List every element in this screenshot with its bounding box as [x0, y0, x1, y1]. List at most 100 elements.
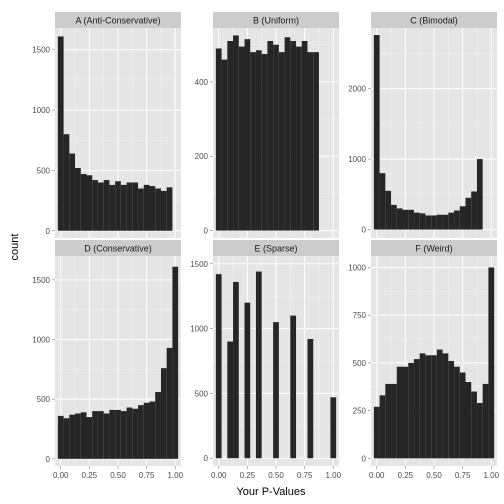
histogram-bar: [80, 174, 87, 231]
histogram-bar: [103, 180, 110, 231]
histogram-bar: [373, 406, 380, 459]
histogram-bar: [465, 197, 472, 230]
y-tick-label: 400: [195, 78, 209, 87]
histogram-bar: [109, 184, 116, 231]
histogram-bar: [97, 182, 104, 231]
x-axis-title: Your P-Values: [236, 486, 306, 498]
x-tick-label: 0.75: [139, 471, 155, 480]
y-tick-label: 1000: [32, 336, 50, 345]
x-tick-label: 1.00: [483, 471, 499, 480]
y-tick-label: 500: [37, 166, 51, 175]
histogram-bar: [63, 134, 70, 231]
y-tick-label: 1000: [190, 325, 208, 334]
facet-strip-label: C (Bimodal): [410, 16, 458, 26]
histogram-bar: [413, 212, 420, 230]
y-tick-label: 500: [353, 359, 367, 368]
histogram-bar: [408, 209, 414, 230]
histogram-bar: [436, 349, 443, 459]
histogram-bar: [155, 188, 161, 231]
histogram-bar: [126, 407, 133, 459]
histogram-bar: [296, 46, 302, 231]
histogram-bar: [233, 35, 239, 231]
y-tick-label: 250: [353, 407, 367, 416]
histogram-bar: [227, 41, 234, 231]
facet-panel: B (Uniform) 0 200 400: [195, 12, 339, 238]
histogram-bar: [379, 395, 386, 459]
histogram-bar: [80, 412, 87, 459]
y-tick-label: 750: [353, 311, 367, 320]
histogram-bar: [57, 36, 64, 231]
histogram-bar: [408, 362, 414, 459]
histogram-bar: [86, 417, 93, 459]
histogram-bar: [172, 266, 179, 459]
histogram-bar: [465, 382, 472, 459]
x-tick-label: 0.50: [426, 471, 442, 480]
y-tick-label: 0: [204, 454, 209, 463]
histogram-bar: [120, 411, 127, 459]
histogram-bar: [166, 187, 173, 231]
histogram-bar: [448, 212, 455, 230]
histogram-bar: [255, 271, 262, 459]
histogram-bar: [391, 383, 397, 459]
histogram-bar: [143, 184, 150, 231]
histogram-bar: [267, 41, 274, 231]
facet-panel: E (Sparse) 0 500 1000 1500 0.00 0.25 0.50 0.75 1.…: [190, 240, 342, 480]
histogram-bar: [284, 37, 291, 231]
histogram-bar: [273, 322, 279, 459]
histogram-bar: [69, 153, 76, 231]
histogram-bar: [373, 35, 380, 230]
facet-panel: A (Anti-Conservative) 0 500 1000 1500: [32, 12, 181, 238]
histogram-bar: [402, 209, 409, 230]
y-tick-label: 0: [362, 454, 367, 463]
histogram-bar: [75, 413, 81, 459]
facet-panel: F (Weird) 0 250 500 750 1000 0.00 0.25 0.50 0.75 1…: [348, 240, 500, 480]
histogram-bar: [313, 52, 319, 231]
histogram-bar: [160, 190, 167, 231]
y-tick-label: 2000: [348, 85, 366, 94]
y-tick-label: 1000: [348, 155, 366, 164]
histogram-bar: [425, 355, 432, 459]
facet-strip-label: E (Sparse): [254, 244, 297, 254]
histogram-bar: [103, 413, 110, 459]
histogram-bar: [278, 52, 285, 231]
histogram-bar: [155, 392, 161, 459]
histogram-bar: [244, 39, 251, 231]
histogram-bar: [290, 315, 297, 459]
histogram-bar: [454, 210, 460, 230]
histogram-bar: [436, 214, 443, 230]
facet-strip: [213, 240, 339, 256]
x-tick-label: 0.25: [82, 471, 98, 480]
histogram-bar: [57, 415, 64, 459]
x-tick-label: 1.00: [167, 471, 183, 480]
histogram-bar: [138, 188, 144, 231]
facet-strip-label: D (Conservative): [84, 244, 152, 254]
histogram-bar: [330, 397, 337, 459]
histogram-bar: [120, 184, 127, 231]
histogram-bar: [63, 418, 70, 459]
facet-strip-label: B (Uniform): [253, 16, 299, 26]
histogram-bar: [255, 50, 262, 231]
histogram-bar: [413, 359, 420, 459]
x-tick-label: 0.25: [240, 471, 256, 480]
histogram-bar: [261, 54, 268, 231]
histogram-bar: [227, 341, 234, 459]
y-tick-label: 500: [37, 395, 51, 404]
facet-strip-label: F (Weird): [415, 244, 452, 254]
histogram-bar: [126, 182, 133, 231]
histogram-bar: [115, 181, 121, 231]
histogram-bar: [69, 414, 76, 459]
x-tick-label: 0.75: [297, 471, 313, 480]
histogram-bar: [379, 173, 386, 230]
histogram-bar: [448, 361, 455, 459]
histogram-bar: [215, 48, 222, 231]
histogram-bar: [75, 168, 81, 231]
histogram-bar: [238, 46, 245, 231]
histogram-bar: [273, 44, 279, 231]
histogram-bar: [476, 403, 483, 459]
histogram-bar: [143, 402, 150, 459]
histogram-bar: [221, 59, 228, 231]
facet-strip: [55, 240, 181, 256]
histogram-bar: [459, 372, 466, 459]
y-axis-title: count: [9, 234, 21, 261]
